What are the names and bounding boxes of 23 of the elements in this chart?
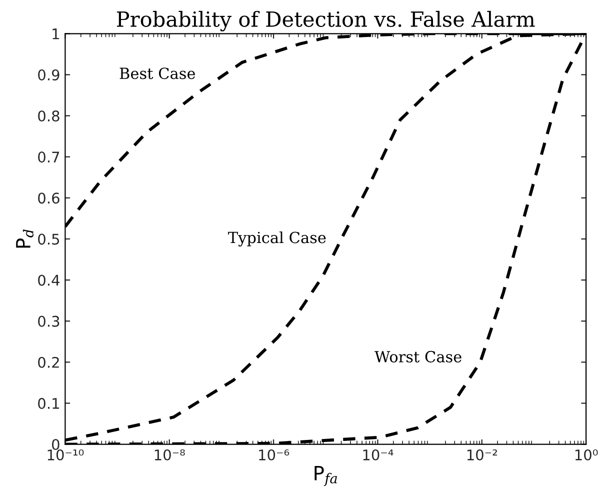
y-tick-label: 0.1 bbox=[38, 398, 59, 409]
y-tick-label: 0.4 bbox=[38, 274, 60, 286]
y-tick-label: 0.5 bbox=[38, 234, 60, 245]
x-tick-label: 10⁻¹⁰ bbox=[48, 449, 84, 460]
x-tick-label: 10⁻⁴ bbox=[363, 449, 394, 460]
y-axis-title: P$_{d}$ bbox=[16, 229, 34, 248]
y-tick-label: 0.8 bbox=[38, 110, 60, 122]
y-tick-label: 0.6 bbox=[38, 192, 60, 204]
y-tick-label: 0.7 bbox=[38, 152, 60, 163]
x-tick-label: 10⁻⁶ bbox=[259, 449, 290, 460]
x-tick-label: 10⁻² bbox=[467, 449, 497, 460]
series-label: Typical Case bbox=[228, 231, 326, 246]
y-tick-label: 0.9 bbox=[38, 69, 60, 80]
x-tick-label: 10⁻⁸ bbox=[154, 449, 185, 460]
y-tick-label: 0 bbox=[52, 438, 60, 450]
y-tick-label: 0.3 bbox=[38, 316, 60, 327]
y-tick-label: 0.2 bbox=[38, 356, 59, 368]
x-axis-title: P$_{fa}$ bbox=[314, 466, 337, 486]
series-label: Worst Case bbox=[374, 350, 462, 362]
chart-title: Probability of Detection vs. False Alarm bbox=[116, 10, 535, 32]
x-tick-label: 10⁰ bbox=[575, 449, 598, 460]
series-label: Best Case bbox=[120, 68, 196, 80]
y-tick-label: 1 bbox=[52, 28, 59, 40]
